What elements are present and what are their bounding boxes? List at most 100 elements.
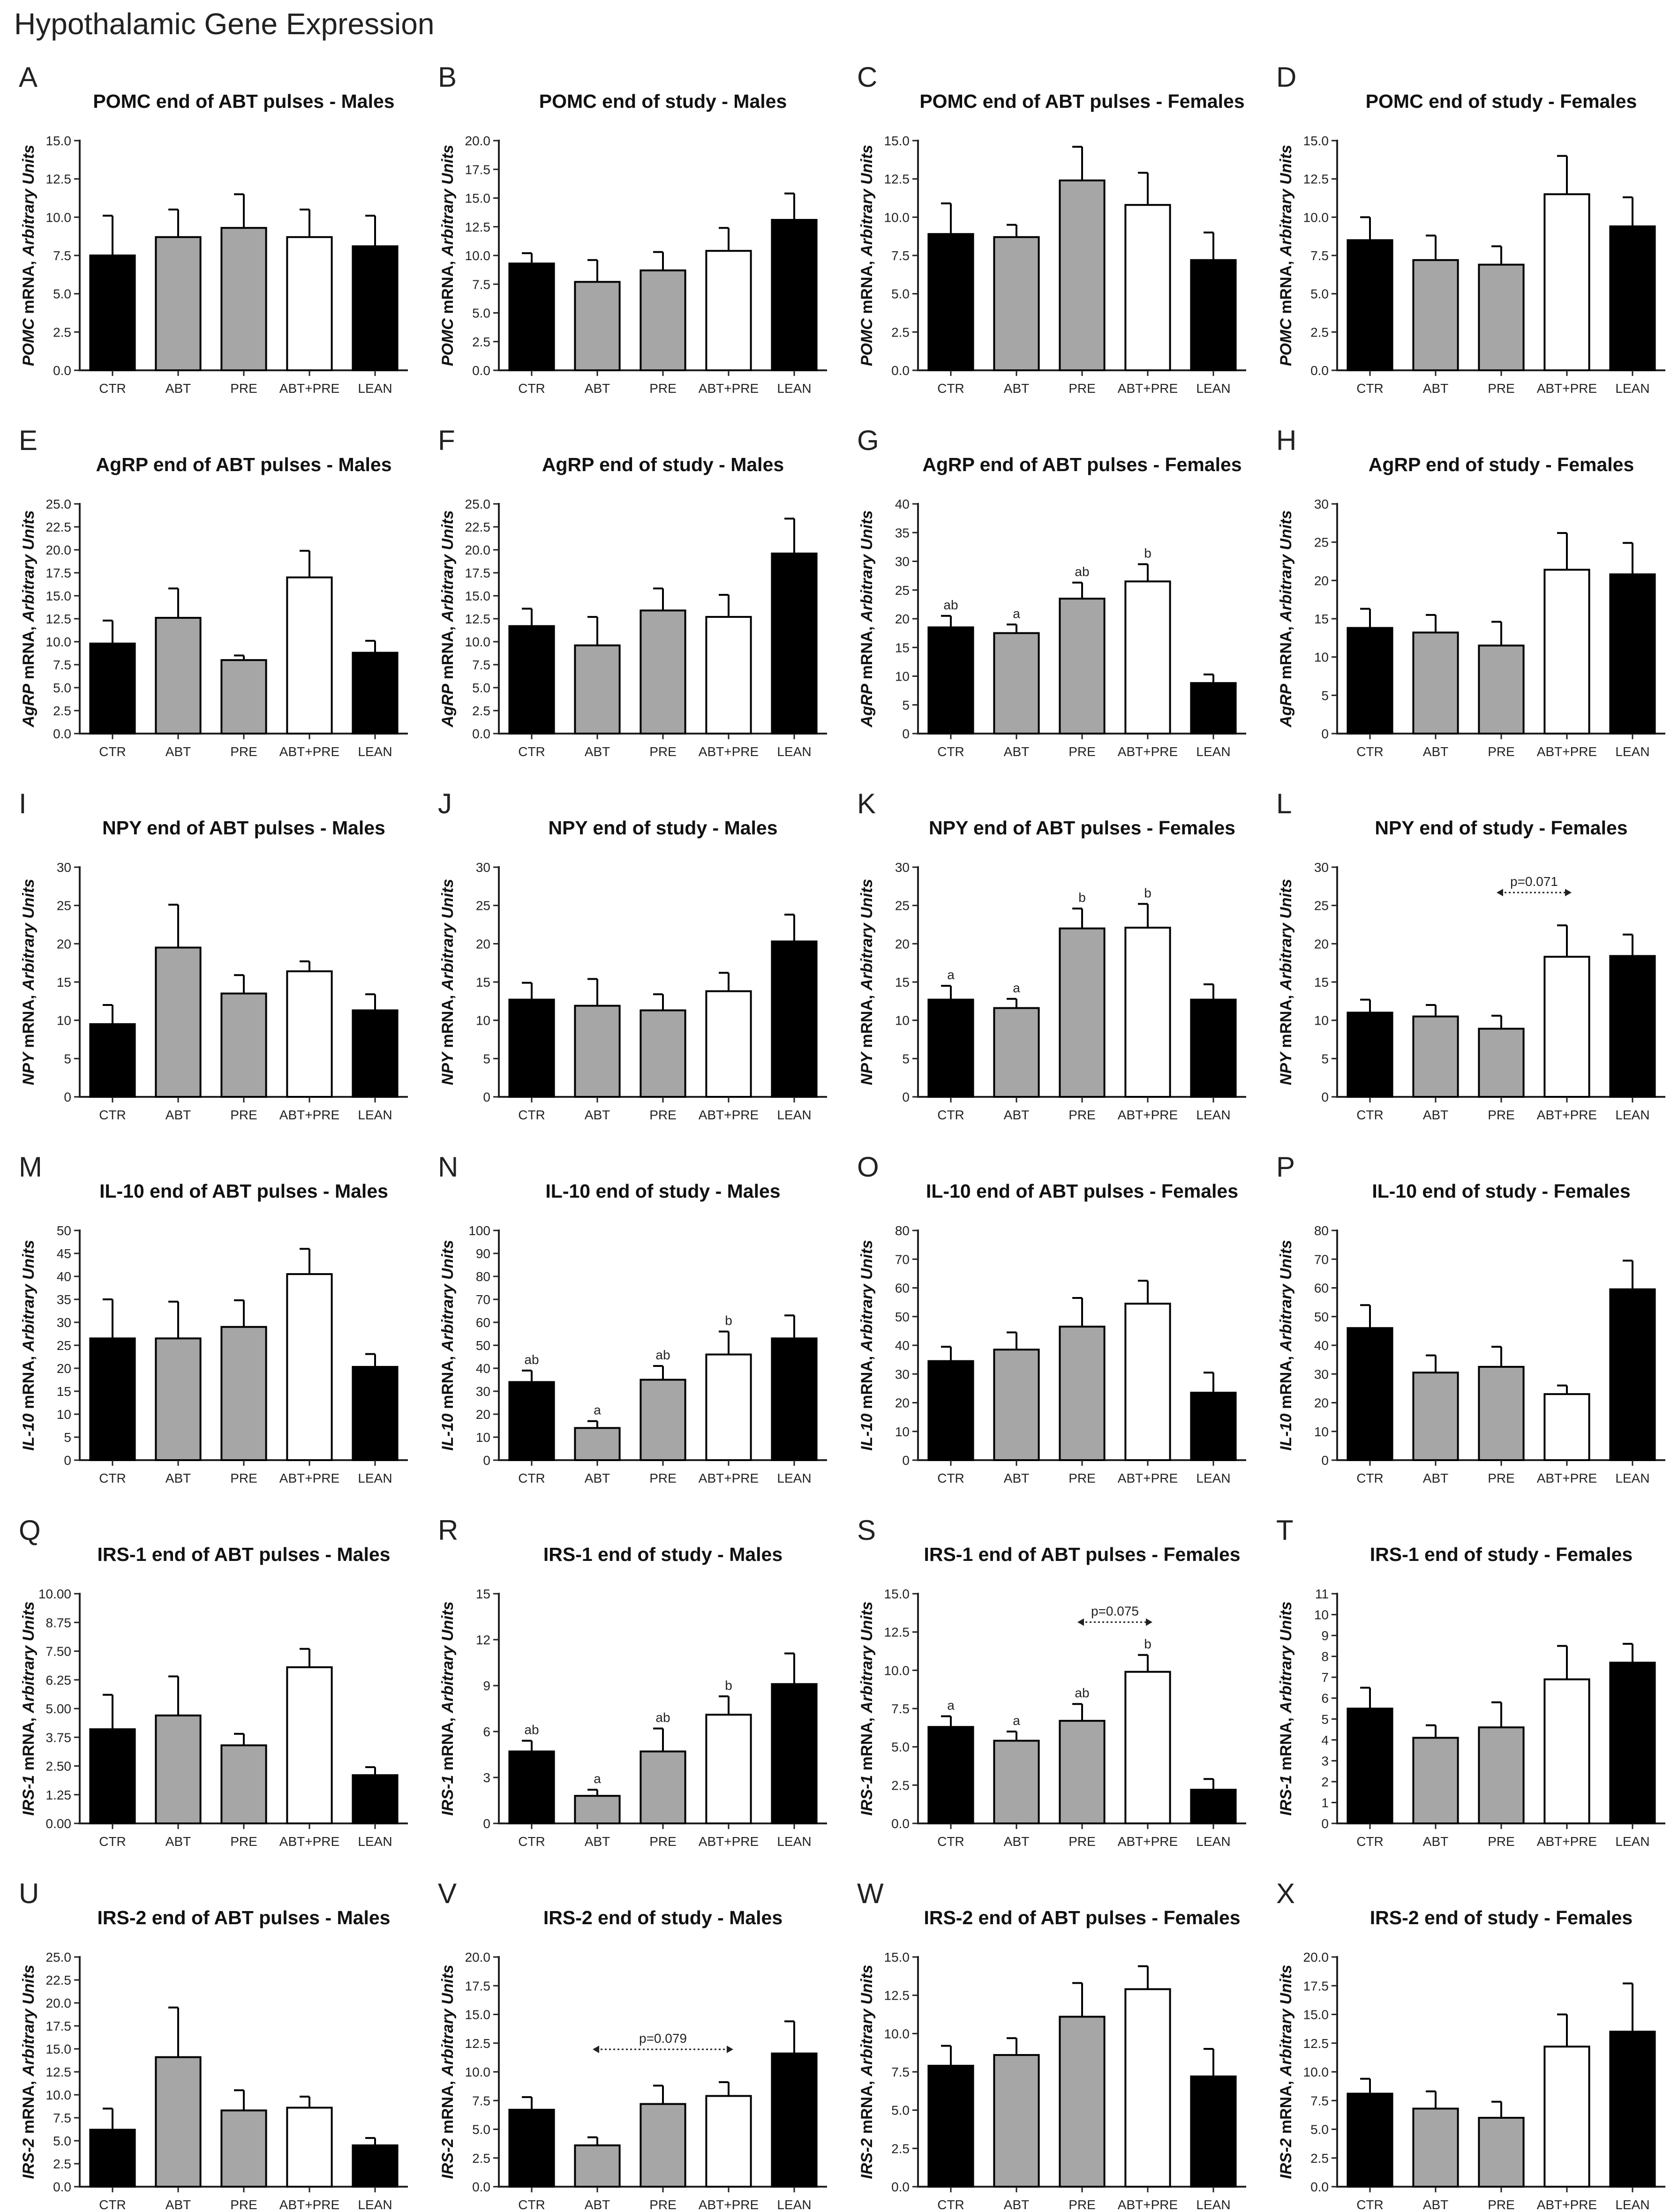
y-tick-label: 5.00 [46,1702,72,1716]
y-axis-label: IRS-1 mRNA, Arbitrary Units [20,1601,38,1815]
y-axis-label: NPY mRNA, Arbitrary Units [20,879,38,1085]
x-tick-label: ABT [166,1834,191,1849]
y-tick-label: 17.5 [46,566,72,580]
x-tick-label: LEAN [358,1834,392,1849]
y-tick-label: 0.0 [472,727,490,741]
panel-letter: K [857,788,876,819]
y-axis-label-units: mRNA, [1277,1713,1295,1775]
y-axis-label-gene: AgRP [858,684,876,728]
panel-letter: V [438,1878,457,1909]
panel-letter: H [1276,425,1296,456]
y-tick-label: 0 [902,1453,910,1468]
y-axis-label-gene: AgRP [20,684,38,728]
bar-ctr [1347,2092,1393,2188]
x-tick-label: CTR [99,1471,126,1485]
y-axis-label-gene: IRS-2 [1277,2138,1295,2179]
bar-abt-plus-pre [1543,956,1590,1098]
y-tick-label: 25 [1314,535,1329,550]
y-tick-label: 6 [1321,1691,1329,1706]
bar-pre [220,992,267,1098]
chart-panel-k: K NPY end of ABT pulses - Females NPY mRNA… [838,785,1257,1148]
y-tick-label: 9 [483,1679,490,1693]
significance-letter: ab [655,1710,670,1725]
bar-ctr [927,233,974,371]
y-axis-label-units: mRNA, [20,1351,38,1413]
x-tick-label: ABT [166,1471,191,1485]
y-tick-label: 20.0 [465,543,491,557]
bar-lean [1609,1288,1656,1461]
x-tick-label: CTR [518,1108,545,1122]
y-tick-label: 9 [1321,1628,1329,1643]
y-axis-label: POMC mRNA, Arbitrary Units [439,145,457,366]
chart-panel-s: S IRS-1 end of ABT pulses - Females IRS-1 … [838,1512,1257,1875]
y-tick-label: 17.5 [46,2019,72,2033]
x-tick-label: PRE [1488,2197,1515,2212]
x-tick-label: ABT+PRE [699,1471,759,1485]
bar-abt [574,281,621,371]
y-tick-label: 60 [895,1281,910,1296]
x-tick-label: ABT+PRE [1118,1108,1178,1122]
panel-letter: I [19,788,27,819]
y-axis-label-units: mRNA, [858,990,876,1052]
x-tick-label: ABT [1423,2197,1448,2212]
bar-abt-plus-pre [1543,1678,1590,1824]
y-tick-label: 10.0 [884,1663,910,1678]
chart-svg: N IL-10 end of study - Males IL-10 mRNA, A… [438,1151,827,1485]
p-value-label: p=0.075 [1091,1604,1139,1619]
chart-svg: P IL-10 end of study - Females IL-10 mRNA,… [1276,1151,1665,1485]
y-axis-label-gene: IRS-2 [439,2138,457,2179]
panel-letter: J [438,788,452,819]
x-tick-label: LEAN [1615,1471,1649,1485]
y-tick-label: 12.5 [884,1988,910,2003]
y-tick-label: 2 [1321,1775,1329,1789]
panel-letter: D [1276,61,1296,93]
x-tick-label: CTR [518,2197,545,2212]
y-axis-label-units: mRNA, [1277,990,1295,1052]
y-tick-label: 20.0 [465,1950,491,1965]
y-axis-label-gene: IRS-2 [858,2138,876,2179]
y-axis-label-gene: IRS-1 [858,1775,876,1816]
y-axis-label: NPY mRNA, Arbitrary Units [858,879,876,1085]
y-tick-label: 100 [468,1223,490,1238]
y-tick-label: 22.5 [46,520,72,534]
y-tick-label: 8.75 [46,1615,72,1630]
y-tick-label: 0 [64,1453,71,1468]
y-tick-label: 20.0 [465,134,491,148]
bar-ctr [1347,627,1393,735]
y-axis-label-units-italic: Arbitrary Units [439,510,457,622]
y-tick-label: 0 [483,1816,490,1831]
y-tick-label: 2.5 [1310,2151,1329,2166]
y-tick-label: 20 [895,1396,910,1410]
x-tick-label: CTR [1356,2197,1384,2212]
chart-svg: D POMC end of study - Females POMC mRNA, A… [1276,61,1665,396]
y-tick-label: 15.0 [1303,2008,1329,2022]
bar-pre [640,609,686,735]
bar-ctr [89,1337,136,1461]
bar-abt [993,1740,1040,1824]
bar-lean [352,245,399,371]
y-axis-label-units: mRNA, [1277,622,1295,684]
x-tick-label: ABT+PRE [699,1834,759,1849]
bar-ctr [508,2108,555,2188]
x-tick-label: ABT+PRE [699,381,759,396]
y-axis-label-gene: POMC [858,318,876,366]
y-tick-label: 22.5 [465,520,491,534]
y-axis-label-units-italic: Arbitrary Units [20,879,38,991]
y-axis-label-gene: IRS-1 [1277,1775,1295,1816]
y-tick-label: 20 [57,1361,71,1376]
x-tick-label: ABT+PRE [279,1834,339,1849]
y-tick-label: 10.0 [465,248,491,263]
y-tick-label: 5.0 [53,287,71,301]
bar-abt-plus-pre [1124,580,1171,735]
y-tick-label: 15.0 [46,2042,72,2056]
y-tick-label: 5.0 [1310,287,1329,301]
x-tick-label: LEAN [358,2197,392,2212]
chart-panel-x: X IRS-2 end of study - Females IRS-2 mRNA,… [1257,1875,1677,2212]
y-axis-label-units: mRNA, [20,990,38,1052]
panel-letter: F [438,425,455,456]
y-axis-label-units-italic: Arbitrary Units [439,1601,457,1713]
chart-panel-e: E AgRP end of ABT pulses - Males AgRP mRNA… [0,422,419,785]
y-tick-label: 5.0 [53,681,71,695]
y-tick-label: 4 [1321,1733,1329,1747]
panel-letter: T [1276,1515,1294,1546]
